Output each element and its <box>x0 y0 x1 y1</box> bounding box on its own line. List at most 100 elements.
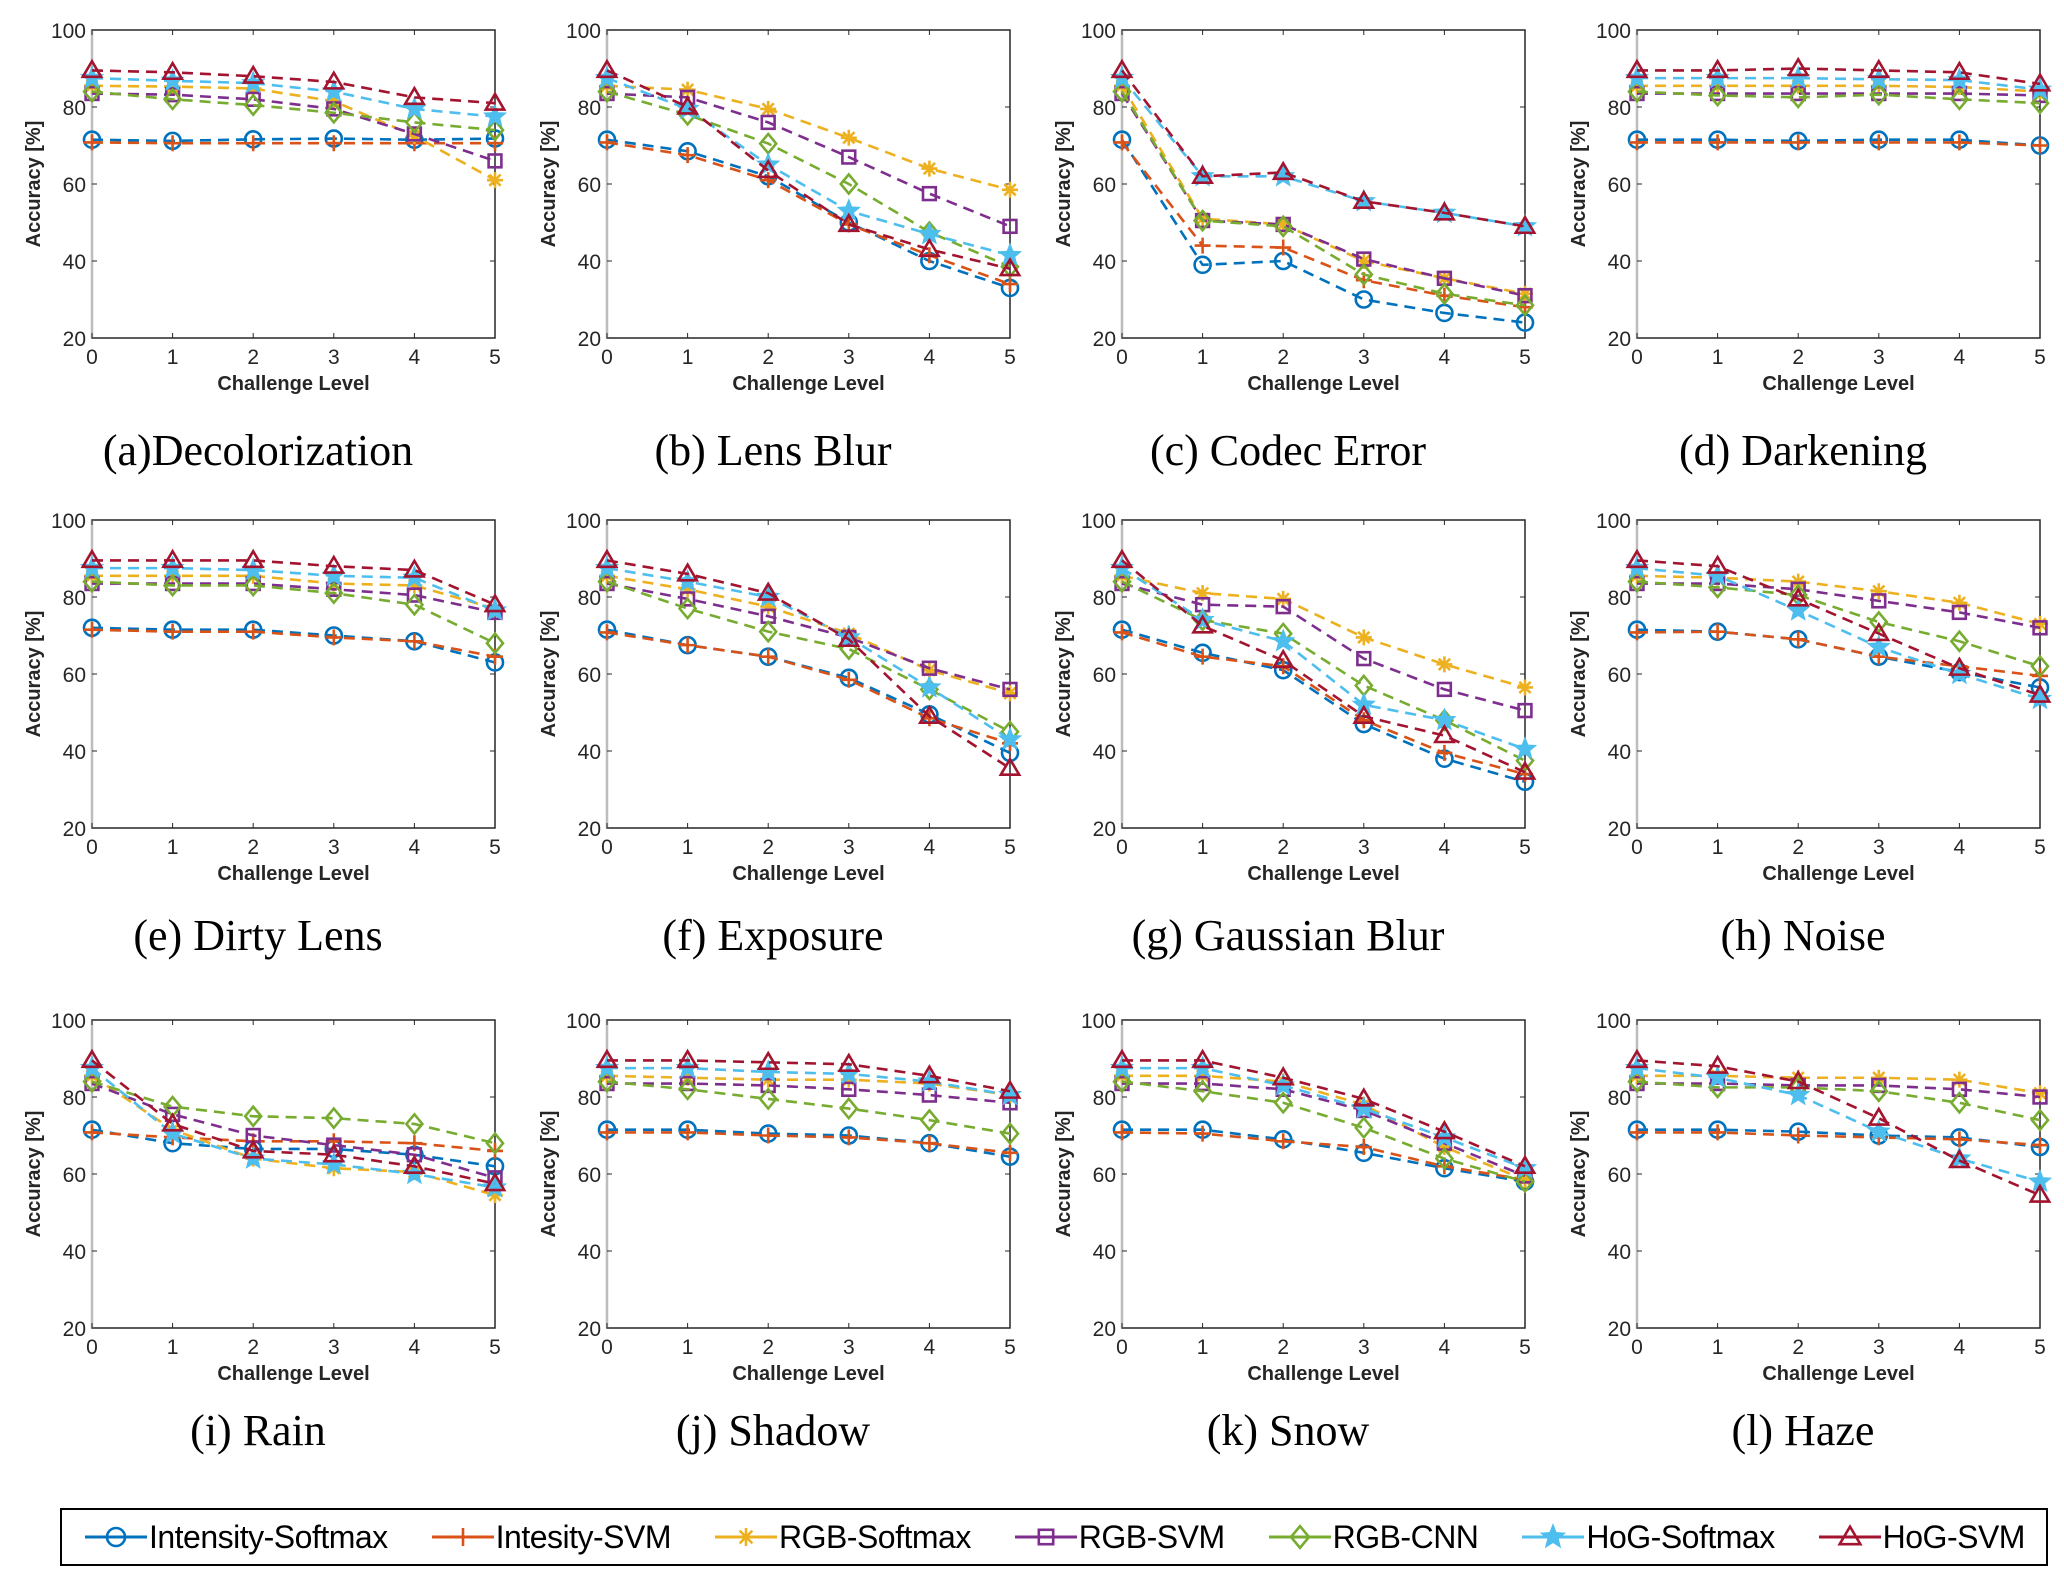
y-tick-label: 100 <box>1596 20 1631 43</box>
data-point <box>1112 79 1132 104</box>
data-point <box>404 1112 425 1136</box>
data-point <box>1951 1071 1968 1088</box>
data-point <box>679 1124 696 1141</box>
series-line <box>1637 92 2041 97</box>
data-point <box>1192 1079 1213 1103</box>
y-tick-label: 100 <box>1081 20 1116 43</box>
data-point <box>679 591 696 607</box>
data-point <box>241 64 265 84</box>
series-line <box>1637 582 2041 630</box>
x-tick-label: 1 <box>682 836 694 859</box>
chart-panel-b-lens-blur: 20 40 60 80 100 0 1 2 3 4 5 Challenge Level Accuracy… <box>515 0 1031 486</box>
data-point <box>597 1069 617 1094</box>
data-point <box>998 756 1022 777</box>
series-line <box>1121 1080 1526 1183</box>
plot-svg: 20 40 60 80 100 0 1 2 3 4 5 Challenge Level Accuracy… <box>538 20 1023 395</box>
y-tick-label: 100 <box>566 510 601 533</box>
data-point <box>1625 58 1649 79</box>
x-tick-label: 2 <box>1277 1336 1289 1359</box>
series-line <box>92 582 496 614</box>
series-line <box>1122 1066 1526 1170</box>
series-line <box>91 1059 496 1185</box>
series-line <box>607 1066 1011 1097</box>
data-point <box>679 581 696 598</box>
series-hog-softmax <box>1109 65 1538 237</box>
data-point <box>1517 702 1533 719</box>
data-point <box>1432 1119 1456 1140</box>
data-point <box>837 212 861 233</box>
plot-svg: 20 40 60 80 100 0 1 2 3 4 5 Challenge Level Accuracy… <box>1053 510 1538 885</box>
y-tick-label: 60 <box>1608 664 1631 687</box>
data-point <box>1625 1048 1649 1069</box>
data-point <box>322 1142 346 1163</box>
x-axis-label: Challenge Level <box>1762 373 1914 395</box>
data-point <box>1110 58 1134 79</box>
x-axis-label: Challenge Level <box>732 863 884 885</box>
y-tick-label: 60 <box>1093 664 1116 687</box>
series-line <box>91 628 496 658</box>
data-point <box>1515 293 1535 317</box>
series-line <box>92 559 496 606</box>
data-point <box>161 60 185 81</box>
data-point <box>1790 134 1807 151</box>
data-point <box>1870 134 1887 151</box>
data-point <box>599 624 615 641</box>
plot-svg: 20 40 60 80 100 0 1 2 3 4 5 Challenge Level Accuracy… <box>1568 1010 2053 1385</box>
series-intesity-svm <box>84 621 503 665</box>
data-point <box>1114 1067 1130 1084</box>
x-tick-label: 4 <box>409 1336 421 1359</box>
data-point <box>1114 134 1130 151</box>
data-point <box>1629 134 1645 151</box>
x-tick-label: 4 <box>924 346 936 369</box>
series-hog-svm <box>80 1048 507 1192</box>
chart-caption: (b) Lens Blur <box>654 426 892 475</box>
data-point <box>84 621 100 638</box>
series-intesity-svm <box>1114 624 1533 783</box>
data-point <box>2032 137 2048 154</box>
data-point <box>2032 620 2048 636</box>
y-tick-label: 20 <box>1093 818 1116 841</box>
x-tick-label: 3 <box>1358 836 1370 859</box>
data-point <box>1949 1091 1970 1115</box>
data-point <box>1869 1079 1889 1103</box>
data-point <box>1869 83 1889 107</box>
data-point <box>1352 704 1376 725</box>
series-line <box>606 138 1011 290</box>
data-point <box>326 1137 342 1153</box>
data-point <box>1786 56 1810 77</box>
y-tick-label: 60 <box>63 664 86 687</box>
x-tick-label: 2 <box>247 836 259 859</box>
x-tick-label: 5 <box>1519 836 1531 859</box>
data-point <box>1515 1170 1535 1194</box>
data-point <box>406 1147 423 1163</box>
x-tick-label: 1 <box>682 1336 694 1359</box>
series-line <box>606 141 1011 286</box>
data-point <box>1271 648 1295 669</box>
chart-panel-e-dirty-lens: 20 40 60 80 100 0 1 2 3 4 5 Challenge Level Accuracy… <box>0 490 516 976</box>
data-point <box>1788 85 1808 110</box>
x-tick-label: 1 <box>167 1336 179 1359</box>
series-line <box>1637 84 2041 93</box>
x-tick-label: 2 <box>1277 836 1289 859</box>
data-point <box>599 1067 615 1084</box>
data-point <box>2028 72 2052 92</box>
y-axis-label: Accuracy [%] <box>538 611 560 738</box>
data-point <box>837 1052 861 1072</box>
data-point <box>1871 593 1887 609</box>
series-hog-softmax <box>594 65 1023 266</box>
series-intesity-svm <box>599 134 1018 293</box>
series-line <box>606 76 1011 257</box>
x-tick-label: 4 <box>409 346 421 369</box>
y-tick-label: 40 <box>1093 1241 1116 1264</box>
series-intesity-svm <box>1629 623 2048 684</box>
series-line <box>1637 1128 2041 1149</box>
data-point <box>1951 85 1968 102</box>
series-intensity-softmax <box>1112 620 1535 792</box>
x-tick-label: 0 <box>86 346 98 369</box>
data-point <box>1867 621 1891 642</box>
x-tick-label: 5 <box>1004 836 1016 859</box>
plot-svg: 20 40 60 80 100 0 1 2 3 4 5 Challenge Level Accuracy… <box>1568 510 2053 885</box>
data-point <box>482 103 508 127</box>
legend-item-intesity-svm: Intesity-SVM <box>430 1517 672 1557</box>
legend-marker <box>1540 1523 1567 1549</box>
